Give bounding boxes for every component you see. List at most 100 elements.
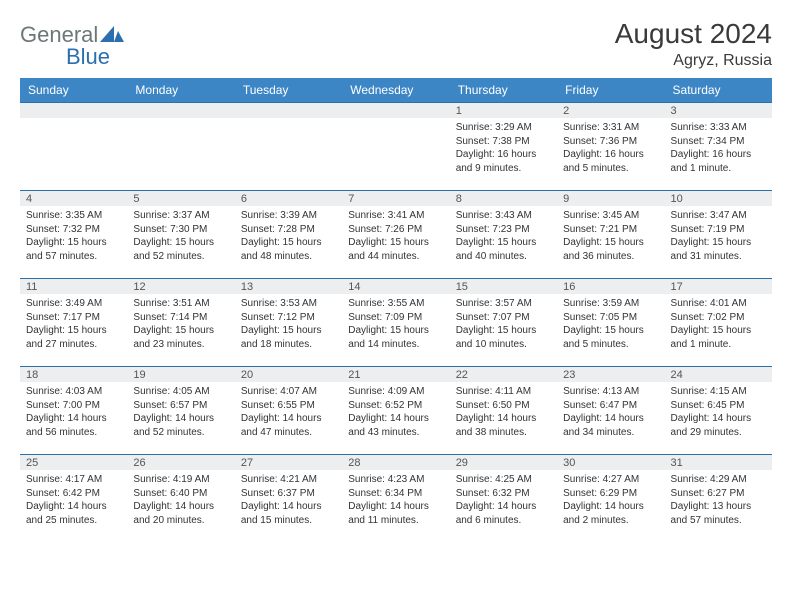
daylight-text-1: Daylight: 15 hours — [133, 324, 228, 338]
calendar-page: GeneralBlue August 2024 Agryz, Russia Su… — [0, 0, 792, 560]
daylight-text-1: Daylight: 15 hours — [348, 236, 443, 250]
header: GeneralBlue August 2024 Agryz, Russia — [20, 18, 772, 70]
calendar-week-row: 1Sunrise: 3:29 AMSunset: 7:38 PMDaylight… — [20, 102, 772, 190]
sunrise-text: Sunrise: 3:35 AM — [26, 209, 121, 223]
day-number: 2 — [557, 102, 664, 118]
sunset-text: Sunset: 7:34 PM — [671, 135, 766, 149]
sunrise-text: Sunrise: 3:51 AM — [133, 297, 228, 311]
sunset-text: Sunset: 7:32 PM — [26, 223, 121, 237]
day-content: Sunrise: 4:23 AMSunset: 6:34 PMDaylight:… — [342, 470, 449, 533]
calendar-table: SundayMondayTuesdayWednesdayThursdayFrid… — [20, 78, 772, 542]
daylight-text-1: Daylight: 14 hours — [671, 412, 766, 426]
sunrise-text: Sunrise: 4:29 AM — [671, 473, 766, 487]
sunset-text: Sunset: 7:30 PM — [133, 223, 228, 237]
daylight-text-2: and 31 minutes. — [671, 250, 766, 264]
weekday-header: Saturday — [665, 78, 772, 102]
day-number — [20, 102, 127, 118]
sunset-text: Sunset: 6:55 PM — [241, 399, 336, 413]
sunset-text: Sunset: 7:14 PM — [133, 311, 228, 325]
sunset-text: Sunset: 7:05 PM — [563, 311, 658, 325]
daylight-text-2: and 34 minutes. — [563, 426, 658, 440]
sunrise-text: Sunrise: 4:15 AM — [671, 385, 766, 399]
weekday-header-row: SundayMondayTuesdayWednesdayThursdayFrid… — [20, 78, 772, 102]
daylight-text-1: Daylight: 14 hours — [241, 500, 336, 514]
daylight-text-2: and 48 minutes. — [241, 250, 336, 264]
day-content: Sunrise: 4:05 AMSunset: 6:57 PMDaylight:… — [127, 382, 234, 445]
daylight-text-1: Daylight: 13 hours — [671, 500, 766, 514]
day-number: 22 — [450, 366, 557, 382]
day-number — [127, 102, 234, 118]
day-content: Sunrise: 4:17 AMSunset: 6:42 PMDaylight:… — [20, 470, 127, 533]
day-content: Sunrise: 3:37 AMSunset: 7:30 PMDaylight:… — [127, 206, 234, 269]
sunrise-text: Sunrise: 3:53 AM — [241, 297, 336, 311]
weekday-header: Tuesday — [235, 78, 342, 102]
sunset-text: Sunset: 7:17 PM — [26, 311, 121, 325]
sunrise-text: Sunrise: 4:21 AM — [241, 473, 336, 487]
day-number: 9 — [557, 190, 664, 206]
day-content: Sunrise: 4:27 AMSunset: 6:29 PMDaylight:… — [557, 470, 664, 533]
daylight-text-2: and 52 minutes. — [133, 426, 228, 440]
day-number: 30 — [557, 454, 664, 470]
title-block: August 2024 Agryz, Russia — [615, 18, 772, 70]
daylight-text-2: and 10 minutes. — [456, 338, 551, 352]
daylight-text-1: Daylight: 15 hours — [456, 236, 551, 250]
sunrise-text: Sunrise: 4:03 AM — [26, 385, 121, 399]
sunset-text: Sunset: 6:45 PM — [671, 399, 766, 413]
sunrise-text: Sunrise: 3:49 AM — [26, 297, 121, 311]
weekday-header: Friday — [557, 78, 664, 102]
day-cell: 2Sunrise: 3:31 AMSunset: 7:36 PMDaylight… — [557, 102, 664, 190]
day-cell — [20, 102, 127, 190]
daylight-text-2: and 47 minutes. — [241, 426, 336, 440]
daylight-text-1: Daylight: 14 hours — [133, 500, 228, 514]
logo-text-2: Blue — [66, 44, 110, 69]
sunset-text: Sunset: 7:38 PM — [456, 135, 551, 149]
calendar-week-row: 18Sunrise: 4:03 AMSunset: 7:00 PMDayligh… — [20, 366, 772, 454]
sunrise-text: Sunrise: 4:27 AM — [563, 473, 658, 487]
sunset-text: Sunset: 7:21 PM — [563, 223, 658, 237]
day-number: 29 — [450, 454, 557, 470]
sunset-text: Sunset: 6:32 PM — [456, 487, 551, 501]
day-number: 27 — [235, 454, 342, 470]
day-content: Sunrise: 3:53 AMSunset: 7:12 PMDaylight:… — [235, 294, 342, 357]
day-number: 1 — [450, 102, 557, 118]
sunset-text: Sunset: 7:00 PM — [26, 399, 121, 413]
sunrise-text: Sunrise: 4:25 AM — [456, 473, 551, 487]
day-cell: 29Sunrise: 4:25 AMSunset: 6:32 PMDayligh… — [450, 454, 557, 542]
sunset-text: Sunset: 6:29 PM — [563, 487, 658, 501]
daylight-text-2: and 44 minutes. — [348, 250, 443, 264]
daylight-text-1: Daylight: 15 hours — [133, 236, 228, 250]
sunrise-text: Sunrise: 3:55 AM — [348, 297, 443, 311]
day-number: 16 — [557, 278, 664, 294]
day-number: 8 — [450, 190, 557, 206]
day-cell: 10Sunrise: 3:47 AMSunset: 7:19 PMDayligh… — [665, 190, 772, 278]
daylight-text-2: and 2 minutes. — [563, 514, 658, 528]
sunrise-text: Sunrise: 4:13 AM — [563, 385, 658, 399]
daylight-text-2: and 25 minutes. — [26, 514, 121, 528]
day-cell: 24Sunrise: 4:15 AMSunset: 6:45 PMDayligh… — [665, 366, 772, 454]
daylight-text-1: Daylight: 15 hours — [348, 324, 443, 338]
daylight-text-2: and 40 minutes. — [456, 250, 551, 264]
day-content: Sunrise: 3:31 AMSunset: 7:36 PMDaylight:… — [557, 118, 664, 181]
day-number: 3 — [665, 102, 772, 118]
day-number: 7 — [342, 190, 449, 206]
sunrise-text: Sunrise: 3:33 AM — [671, 121, 766, 135]
sunrise-text: Sunrise: 4:07 AM — [241, 385, 336, 399]
sunrise-text: Sunrise: 4:19 AM — [133, 473, 228, 487]
logo-triangle-icon — [100, 24, 124, 46]
day-cell: 21Sunrise: 4:09 AMSunset: 6:52 PMDayligh… — [342, 366, 449, 454]
day-content: Sunrise: 3:29 AMSunset: 7:38 PMDaylight:… — [450, 118, 557, 181]
location: Agryz, Russia — [615, 52, 772, 70]
daylight-text-2: and 43 minutes. — [348, 426, 443, 440]
sunset-text: Sunset: 6:57 PM — [133, 399, 228, 413]
daylight-text-1: Daylight: 14 hours — [26, 500, 121, 514]
day-cell: 5Sunrise: 3:37 AMSunset: 7:30 PMDaylight… — [127, 190, 234, 278]
daylight-text-1: Daylight: 15 hours — [26, 236, 121, 250]
day-content: Sunrise: 4:09 AMSunset: 6:52 PMDaylight:… — [342, 382, 449, 445]
daylight-text-1: Daylight: 16 hours — [671, 148, 766, 162]
day-cell: 16Sunrise: 3:59 AMSunset: 7:05 PMDayligh… — [557, 278, 664, 366]
daylight-text-1: Daylight: 15 hours — [671, 236, 766, 250]
day-cell: 19Sunrise: 4:05 AMSunset: 6:57 PMDayligh… — [127, 366, 234, 454]
daylight-text-1: Daylight: 14 hours — [563, 500, 658, 514]
daylight-text-2: and 27 minutes. — [26, 338, 121, 352]
weekday-header: Monday — [127, 78, 234, 102]
